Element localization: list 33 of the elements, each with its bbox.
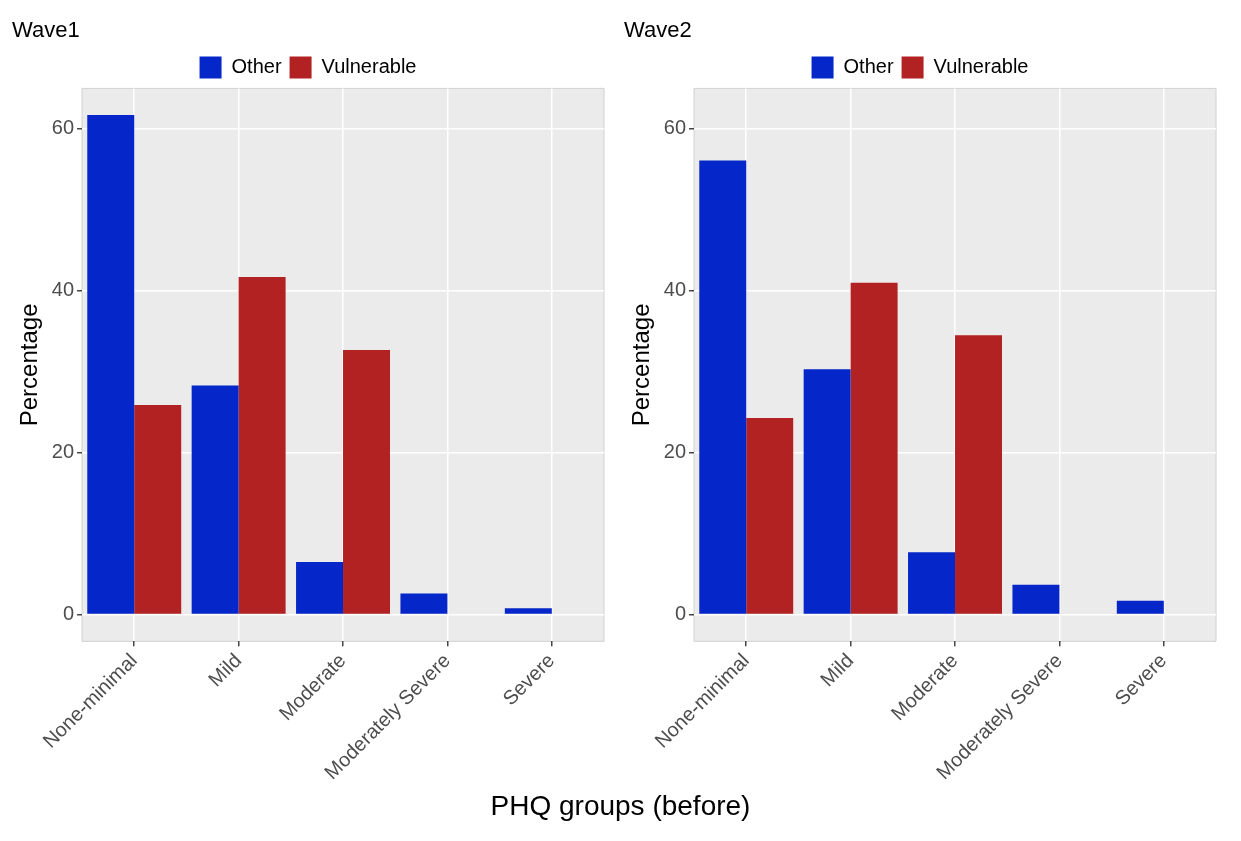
bar xyxy=(87,115,135,614)
y-tick-label: 0 xyxy=(62,602,75,625)
y-tick-label: 0 xyxy=(674,602,687,625)
bar xyxy=(803,369,851,614)
bar xyxy=(400,593,448,614)
legend-label: Vulnerable xyxy=(933,54,1029,77)
bar xyxy=(746,417,794,614)
bar xyxy=(699,160,747,614)
bar xyxy=(504,608,552,614)
legend-label: Vulnerable xyxy=(321,54,417,77)
bar xyxy=(955,335,1002,614)
y-tick-label: 60 xyxy=(51,116,75,139)
bar xyxy=(1012,584,1060,614)
bar xyxy=(850,282,898,614)
bar xyxy=(191,385,239,614)
chart-title: Wave2 xyxy=(624,17,692,43)
bar xyxy=(238,277,286,614)
y-tick-label: 40 xyxy=(51,278,75,301)
legend-label: Other xyxy=(843,54,894,77)
y-axis-title: Percentage xyxy=(627,303,655,427)
bar xyxy=(343,349,390,614)
y-tick-label: 20 xyxy=(663,440,687,463)
legend-label: Other xyxy=(231,54,282,77)
y-tick-label: 40 xyxy=(663,278,687,301)
bar xyxy=(296,562,344,614)
bar xyxy=(134,404,182,614)
chart-title: Wave1 xyxy=(12,17,80,43)
y-axis-title: Percentage xyxy=(15,303,43,427)
y-tick-label: 20 xyxy=(51,440,75,463)
bar xyxy=(908,552,956,614)
y-tick-label: 60 xyxy=(663,116,687,139)
bar xyxy=(1116,600,1164,614)
x-axis-title: PHQ groups (before) xyxy=(489,790,752,822)
